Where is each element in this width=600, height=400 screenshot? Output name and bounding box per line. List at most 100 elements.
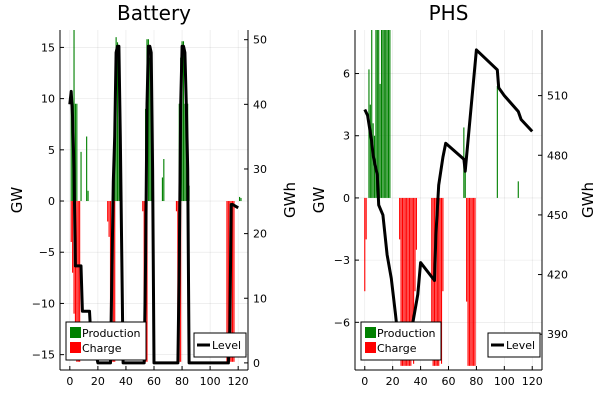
chart0-ylabel: GW (8, 187, 26, 214)
chart0-charge-bar-21 (226, 201, 228, 362)
chart0-charge-bar-5 (77, 201, 79, 362)
chart1-legend-swatch-production (365, 327, 376, 338)
chart1-charge-bar-10 (410, 197, 412, 366)
chart0-xtick-label-2: 40 (119, 375, 133, 388)
chart1-xtick-label-0: 0 (361, 375, 368, 388)
chart0-charge-bar-1 (72, 201, 74, 273)
chart1-ytick-label-3: 3 (343, 130, 350, 143)
chart1-production-bar-17 (464, 170, 466, 198)
chart1-ytick-label-4: 6 (343, 68, 350, 81)
chart1-charge-bar-14 (415, 197, 417, 250)
chart0-charge-bar-16 (146, 201, 148, 362)
chart1-production-bar-5 (375, 30, 377, 198)
chart0-y2tick-label-4: 40 (253, 98, 267, 111)
chart1-ytick-label-1: −3 (334, 254, 350, 267)
chart0-ytick-label-3: 0 (48, 195, 55, 208)
chart0-charge-bar-17 (175, 201, 178, 212)
chart0-charge-bar-8 (108, 201, 110, 237)
chart0-charge-bar-22 (227, 201, 229, 362)
chart1-charge-bar-20 (438, 197, 440, 366)
chart1-production-bar-0 (368, 69, 370, 198)
chart1-charge-bar-4 (401, 197, 404, 366)
chart1-charge-bar-2 (399, 197, 401, 240)
chart1-production-bar-13 (386, 30, 388, 198)
chart0-production-bar-0 (70, 103, 72, 202)
chart0-production-bar-30 (239, 196, 241, 202)
chart1-charge-bar-9 (408, 197, 410, 366)
chart1-charge-bar-1 (365, 197, 367, 240)
chart1-charge-bar-3 (400, 197, 402, 366)
chart1-xtick-label-6: 120 (522, 375, 543, 388)
chart1-charge-bar-19 (436, 197, 438, 366)
chart1-ylabel: GW (310, 187, 328, 214)
chart0-production-bar-21 (163, 159, 165, 202)
chart0-charge-bar-11 (112, 201, 114, 362)
chart1-y2label: GWh (579, 182, 597, 218)
chart1-ytick-label-2: 0 (343, 192, 350, 205)
chart1-charge-bar-24 (466, 197, 468, 302)
chart1-charge-bar-26 (468, 197, 470, 366)
chart0-y2tick-label-1: 10 (253, 292, 267, 305)
chart0-production-bar-6 (86, 136, 88, 202)
chart0-production-bar-11 (116, 42, 119, 202)
chart0-charge-bar-25 (232, 201, 234, 362)
chart0-production-bar-4 (76, 103, 78, 202)
chart1-charge-bar-25 (467, 197, 469, 366)
chart0-charge-bar-7 (107, 201, 109, 222)
chart0-production-bar-17 (149, 57, 151, 202)
chart1-y2tick-label-3: 480 (547, 149, 568, 162)
chart1-charge-bar-11 (411, 197, 413, 354)
chart1-charge-bar-15 (431, 197, 433, 323)
chart0-y2tick-label-5: 50 (253, 34, 267, 47)
chart1-charge-bar-12 (413, 197, 415, 364)
chart0-charge-bar-12 (114, 201, 116, 362)
chart1-charge-bar-7 (406, 197, 408, 366)
chart1-charge-bar-29 (473, 197, 475, 366)
chart0-y2tick-label-3: 30 (253, 163, 267, 176)
chart0-level-line (68, 44, 239, 365)
chart1-charge-bar-30 (474, 197, 476, 366)
chart1-charge-bar-8 (407, 197, 409, 366)
chart0-charge-bar-0 (70, 201, 72, 242)
chart1-production-bar-9 (380, 30, 383, 198)
chart0-title: Battery (117, 1, 191, 25)
chart1-charge-bar-18 (435, 197, 437, 366)
chart1-charge-bar-27 (470, 197, 472, 366)
chart0-production-bar-5 (80, 151, 82, 202)
chart0-y2label: GWh (281, 182, 299, 218)
chart1-charge-bar-23 (442, 197, 444, 292)
chart1-xtick-label-4: 80 (469, 375, 483, 388)
chart0-ytick-label-5: 10 (41, 93, 55, 106)
chart0-xtick-label-5: 100 (200, 375, 221, 388)
chart0-legend-label-charge: Charge (82, 342, 122, 355)
chart0-charge-bar-4 (76, 201, 78, 362)
chart1-y2tick-label-1: 420 (547, 269, 568, 282)
chart0-legend-swatch-charge (70, 342, 81, 353)
chart1-legend-label-charge: Charge (377, 342, 417, 355)
chart0-ytick-label-0: −15 (32, 349, 55, 362)
chart1-production-bar-15 (389, 30, 391, 198)
chart1-charge-bar-16 (432, 197, 434, 366)
chart0-ytick-label-1: −10 (32, 297, 55, 310)
chart1-production-bar-10 (382, 30, 384, 198)
chart0-production-bar-2 (73, 30, 75, 202)
chart0-charge-bar-20 (180, 201, 182, 362)
chart1-production-bar-8 (379, 83, 381, 198)
chart0-charge-bar-26 (233, 201, 235, 362)
chart1-charge-bar-6 (404, 197, 406, 366)
chart0-xtick-label-3: 60 (147, 375, 161, 388)
chart0-ytick-label-2: −5 (39, 246, 55, 259)
chart0-ytick-label-4: 5 (48, 144, 55, 157)
chart1-charge-bar-28 (471, 197, 473, 366)
chart1-production-bar-18 (496, 85, 498, 198)
chart0-legend2-box (193, 332, 247, 358)
chart0-xtick-label-6: 120 (228, 375, 249, 388)
chart0-xtick-label-1: 20 (91, 375, 105, 388)
chart1-charge-bar-5 (403, 197, 405, 366)
chart0-legend-label-production: Production (82, 327, 141, 340)
chart1-legend-label-production: Production (377, 327, 436, 340)
chart1-production-bar-7 (378, 30, 380, 198)
chart1-production-bar-11 (383, 30, 385, 198)
chart0-production-bar-3 (74, 103, 76, 202)
chart0-production-bar-20 (161, 177, 163, 202)
